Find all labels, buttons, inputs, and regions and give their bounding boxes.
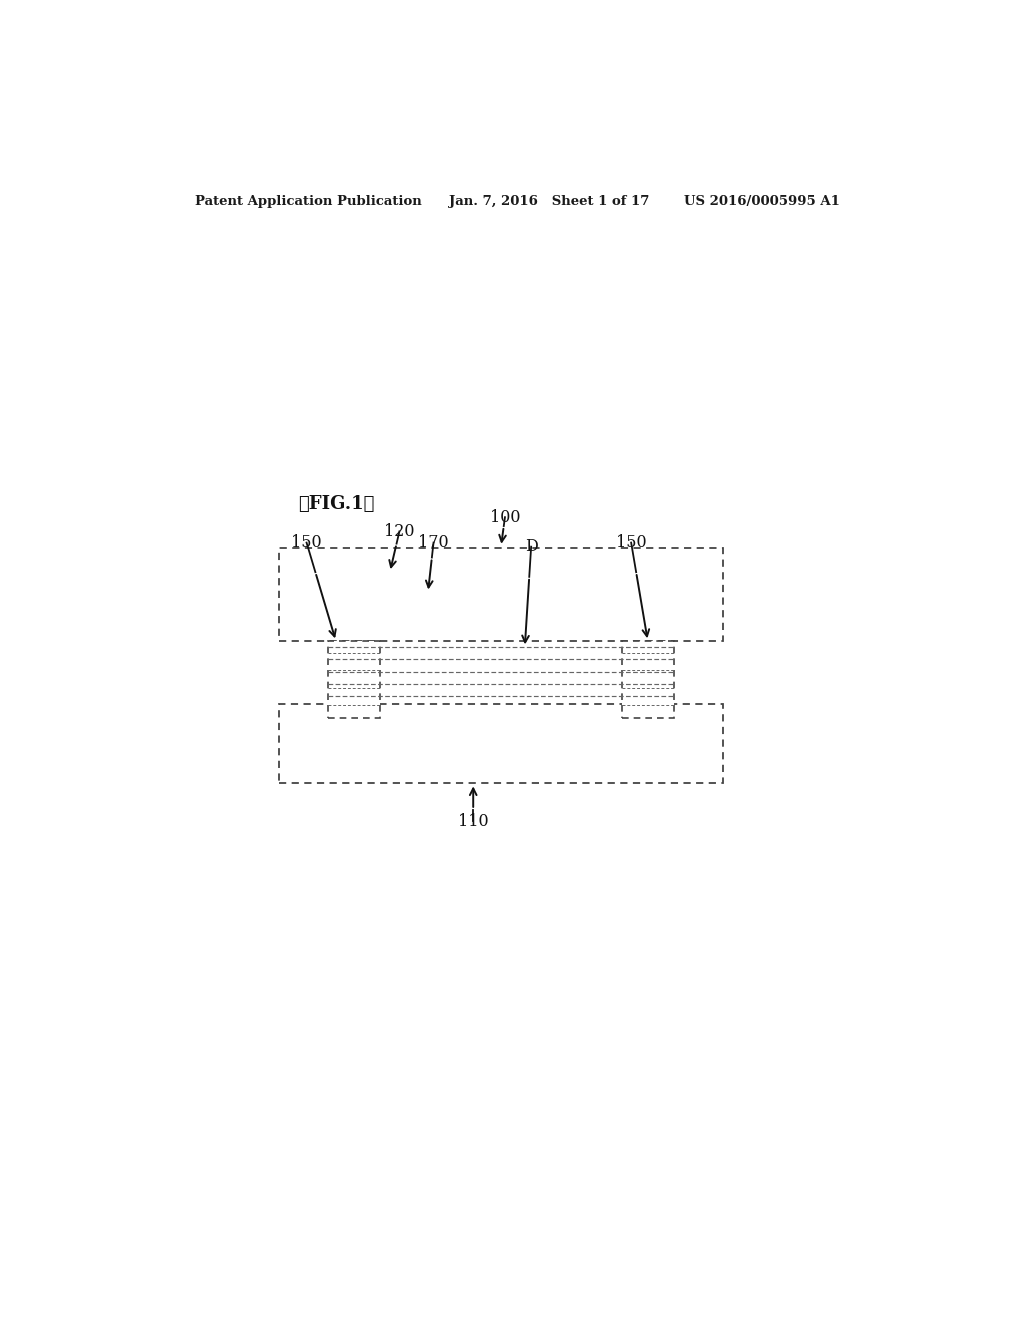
Text: 170: 170 [418,535,449,550]
Text: 110: 110 [458,813,488,829]
Text: 150: 150 [291,535,322,550]
Text: Patent Application Publication: Patent Application Publication [196,194,422,207]
Text: 【FIG.1】: 【FIG.1】 [299,495,375,513]
Text: Jan. 7, 2016   Sheet 1 of 17: Jan. 7, 2016 Sheet 1 of 17 [450,194,650,207]
Text: US 2016/0005995 A1: US 2016/0005995 A1 [684,194,840,207]
Bar [279,704,723,784]
Text: D: D [524,539,538,556]
Text: 120: 120 [384,523,415,540]
Bar [622,642,674,718]
Bar [279,548,723,642]
Text: 150: 150 [615,535,646,550]
Bar [328,642,380,718]
Text: 100: 100 [489,508,520,525]
